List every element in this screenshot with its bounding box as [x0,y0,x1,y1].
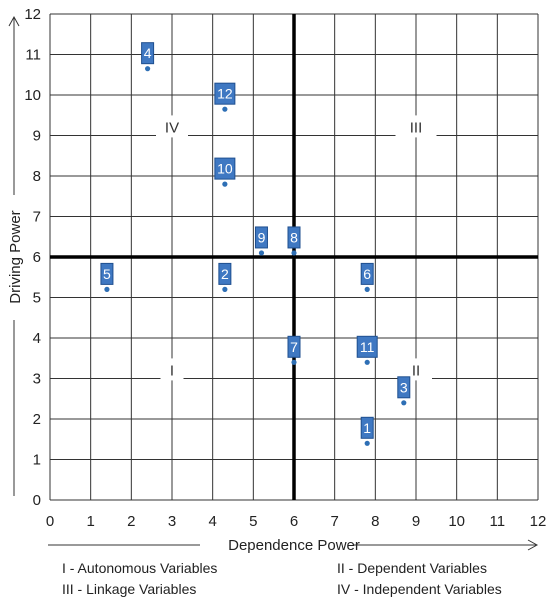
y-tick-label: 8 [33,168,41,185]
x-tick-label: 5 [249,513,257,530]
legend-item-dependent: II - Dependent Variables [337,560,487,576]
x-tick-label: 3 [168,513,176,530]
y-tick-label: 11 [25,47,41,64]
data-point-marker [287,226,301,249]
y-tick-label: 3 [33,371,41,388]
data-point-marker [397,376,411,399]
quadrant-label: III [410,119,423,136]
data-point [401,400,407,406]
data-point-marker [360,262,374,285]
y-tick-label: 2 [33,411,41,428]
y-tick-label: 9 [33,128,41,145]
x-axis-label: Dependence Power [228,537,360,554]
y-tick-label: 10 [24,87,41,104]
legend-item-independent: IV - Independent Variables [337,581,502,597]
x-tick-label: 0 [46,513,54,530]
x-tick-label: 1 [86,513,94,530]
data-point [291,250,297,256]
data-point [222,181,228,187]
quadrant-label-bg [160,358,184,381]
data-point-label: 5 [103,266,111,282]
quadrant-label: II [412,362,420,379]
x-tick-label: 12 [530,513,547,530]
x-tick-label: 7 [330,513,338,530]
data-point-marker [360,416,374,439]
data-point-marker [141,42,155,65]
data-point [291,359,297,365]
data-point [364,359,370,365]
x-axis-arrowhead [527,539,539,551]
data-point-marker [214,157,236,180]
quadrant-label: IV [165,119,179,136]
y-tick-label: 0 [33,492,41,509]
x-tick-label: 2 [127,513,135,530]
quadrant-label-bg [395,115,437,138]
data-point-label: 12 [217,86,233,102]
data-point [145,66,151,72]
data-point [104,286,110,292]
data-point-label: 10 [217,161,233,177]
quadrant-label-bg [400,358,432,381]
data-point-label: 7 [290,339,298,355]
y-tick-label: 1 [33,452,41,469]
legend-item-linkage: III - Linkage Variables [62,581,197,597]
data-point [222,106,228,112]
data-point-label: 8 [290,229,298,245]
data-point-marker [287,335,301,358]
y-axis-arrowhead [8,15,20,27]
data-point-marker [214,82,236,105]
x-tick-label: 9 [412,513,420,530]
data-point [258,250,265,256]
data-point-label: 4 [144,45,152,61]
data-point-marker [100,262,114,285]
data-point-label: 3 [400,379,408,395]
y-tick-label: 6 [33,249,41,266]
data-point-label: 9 [258,229,266,245]
data-point [364,286,370,292]
x-tick-label: 6 [290,513,298,530]
data-point-marker [218,262,232,285]
data-point-label: 2 [221,266,229,282]
y-tick-label: 7 [33,209,41,226]
x-tick-label: 10 [448,513,465,530]
data-point [222,286,228,292]
data-point-label: 6 [363,266,371,282]
data-point-marker [254,226,268,249]
x-tick-label: 8 [371,513,379,530]
legend-item-autonomous: I - Autonomous Variables [62,560,218,576]
quadrant-label-bg [156,115,188,138]
x-tick-label: 4 [208,513,216,530]
x-tick-label: 11 [490,513,506,530]
data-point-label: 1 [363,420,371,436]
quadrant-label: I [170,362,174,379]
y-axis-label: Driving Power [7,210,24,303]
y-tick-label: 5 [33,290,41,307]
y-tick-label: 4 [33,330,41,347]
data-point [364,440,370,446]
y-tick-label: 12 [24,6,41,23]
data-point-marker [356,335,378,358]
data-point-label: 11 [360,339,375,355]
